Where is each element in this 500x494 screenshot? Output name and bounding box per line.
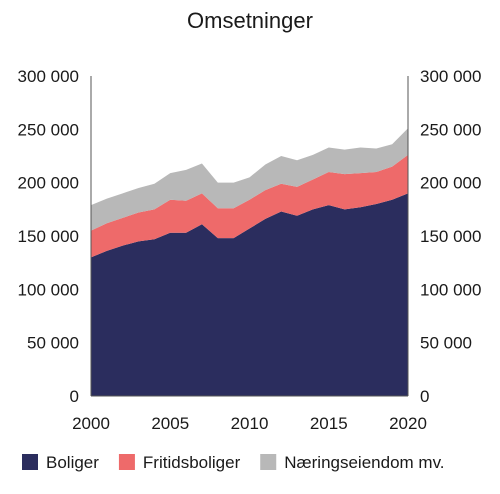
area-series-næringseiendom-mv xyxy=(91,128,408,231)
x-tick-label: 2000 xyxy=(72,414,110,433)
x-tick-label: 2005 xyxy=(151,414,189,433)
legend: Boliger Fritidsboliger Næringseiendom mv. xyxy=(22,453,445,472)
y-tick-label-right: 50 000 xyxy=(420,334,472,353)
y-tick-label-right: 150 000 xyxy=(420,227,481,246)
x-tick-label: 2020 xyxy=(389,414,427,433)
x-tick-label: 2015 xyxy=(310,414,348,433)
y-tick-label-right: 0 xyxy=(420,387,429,406)
y-tick-label-right: 300 000 xyxy=(420,67,481,86)
legend-swatch-fritidsboliger xyxy=(118,454,135,470)
legend-swatch-boliger xyxy=(22,454,38,470)
legend-label-fritidsboliger: Fritidsboliger xyxy=(143,453,241,472)
y-tick-label-left: 200 000 xyxy=(18,174,79,193)
y-tick-label-left: 100 000 xyxy=(18,280,79,299)
y-tick-label-right: 100 000 xyxy=(420,280,481,299)
area-layer xyxy=(91,128,408,396)
area-series-boliger xyxy=(91,193,408,396)
chart-title: Omsetninger xyxy=(187,8,313,33)
tick-layer: 0 0 50 000 50 000 100 000 100 000 150 000 150 0… xyxy=(18,67,482,433)
legend-swatch-næringseiendom-mv xyxy=(260,454,277,470)
area-series-fritidsboliger xyxy=(91,154,408,258)
y-tick-label-left: 250 000 xyxy=(18,120,79,139)
y-tick-label-right: 250 000 xyxy=(420,120,481,139)
axis-layer xyxy=(90,76,409,397)
y-tick-label-left: 150 000 xyxy=(18,227,79,246)
y-tick-label-left: 0 xyxy=(70,387,79,406)
y-tick-label-left: 300 000 xyxy=(18,67,79,86)
legend-label-boliger: Boliger xyxy=(46,453,99,472)
y-tick-label-left: 50 000 xyxy=(27,334,79,353)
y-tick-label-right: 200 000 xyxy=(420,174,481,193)
x-tick-label: 2010 xyxy=(231,414,269,433)
legend-label-næringseiendom-mv: Næringseiendom mv. xyxy=(284,453,444,472)
